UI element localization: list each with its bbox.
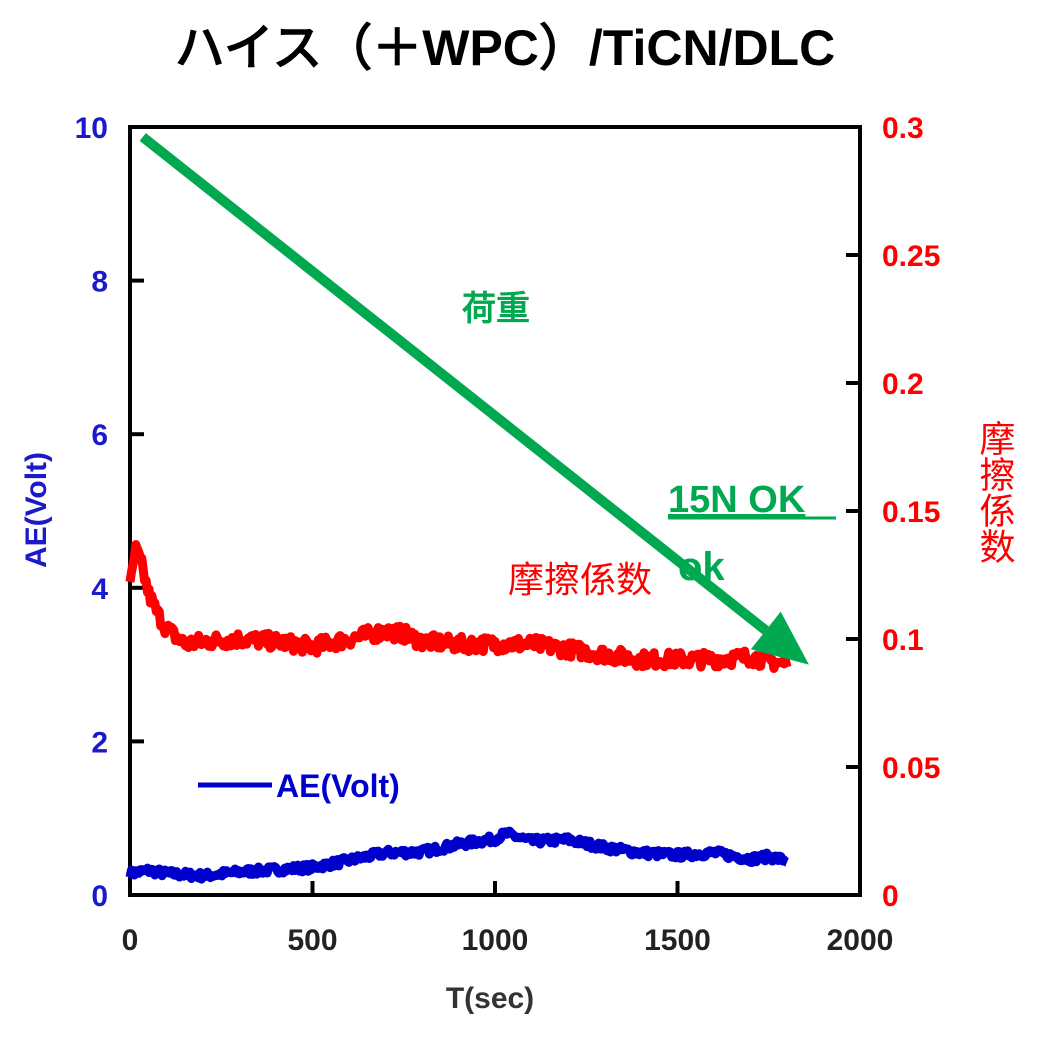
annotation-load: 荷重 bbox=[462, 290, 530, 328]
x-tick-label: 1000 bbox=[462, 924, 529, 957]
y-left-tick-label: 0 bbox=[91, 880, 108, 913]
x-tick-label: 0 bbox=[122, 924, 139, 957]
y-right-tick-label: 0.1 bbox=[882, 624, 924, 657]
annotation-friction: 摩擦係数 bbox=[508, 559, 652, 600]
legend-label: AE(Volt) bbox=[276, 768, 400, 804]
x-tick-label: 500 bbox=[287, 924, 337, 957]
y-left-tick-label: 4 bbox=[91, 573, 108, 606]
series-line-friction bbox=[125, 540, 792, 673]
y-right-tick-label: 0.25 bbox=[882, 240, 940, 273]
y-right-axis-label: 摩擦係数 bbox=[975, 420, 1016, 564]
y-right-tick-label: 0.15 bbox=[882, 496, 940, 529]
y-right-tick-label: 0.05 bbox=[882, 752, 940, 785]
y-left-tick-label: 10 bbox=[75, 112, 108, 145]
y-right-tick-label: 0 bbox=[882, 880, 899, 913]
x-tick-label: 2000 bbox=[827, 924, 894, 957]
y-right-tick-label: 0.2 bbox=[882, 368, 924, 401]
chart-title: ハイス（＋WPC）/TiCN/DLC bbox=[175, 20, 835, 76]
annotation-15n-ok: 15N OK bbox=[668, 479, 806, 521]
x-axis-label: T(sec) bbox=[446, 982, 534, 1015]
y-left-tick-label: 6 bbox=[91, 419, 108, 452]
y-left-tick-label: 8 bbox=[91, 266, 108, 299]
x-tick-label: 1500 bbox=[644, 924, 711, 957]
load-arrow-shaft bbox=[139, 133, 769, 635]
annotation-bg bbox=[505, 550, 675, 600]
y-left-tick-label: 2 bbox=[91, 726, 108, 759]
y-right-tick-label: 0.3 bbox=[882, 112, 924, 145]
load-arrow-head-icon bbox=[750, 611, 809, 665]
y-left-axis-label: AE(Volt) bbox=[20, 452, 53, 568]
series-line-ae bbox=[125, 826, 790, 884]
